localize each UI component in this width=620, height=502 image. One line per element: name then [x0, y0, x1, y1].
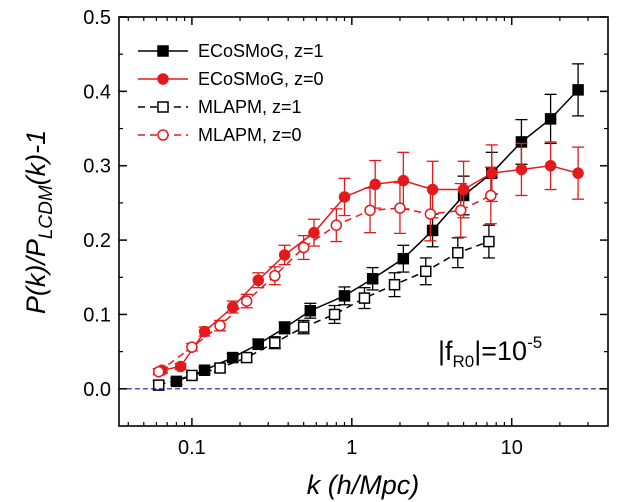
y-axis-label-tail: (k)-1 — [21, 130, 51, 186]
data-point — [338, 290, 351, 302]
data-point — [394, 202, 406, 214]
data-point — [420, 265, 432, 278]
series-2 — [152, 224, 495, 391]
fr0-annotation-value: |=10 — [474, 336, 527, 366]
data-point — [328, 308, 341, 321]
legend-marker — [157, 73, 169, 85]
y-tick-label: 0.1 — [83, 304, 111, 326]
data-point — [269, 336, 281, 349]
data-point — [252, 274, 265, 286]
y-tick-label: 0.3 — [83, 156, 111, 178]
data-point — [544, 159, 557, 172]
data-point — [278, 322, 291, 334]
y-tick-label: 0.5 — [83, 7, 111, 29]
data-point — [457, 183, 470, 196]
legend-label: MLAPM, z=0 — [198, 125, 302, 145]
legend-entry-0: ECoSMoG, z=1 — [138, 41, 324, 61]
x-tick-label: 1 — [346, 437, 357, 459]
data-point — [515, 163, 528, 176]
data-point — [397, 252, 410, 265]
legend-entry-1: ECoSMoG, z=0 — [138, 69, 324, 89]
series-line — [161, 164, 579, 371]
series-line — [158, 194, 492, 373]
data-point — [152, 365, 165, 378]
data-point — [252, 338, 265, 350]
data-point — [366, 273, 379, 285]
legend-marker — [157, 45, 169, 57]
x-tick-label: 10 — [501, 437, 523, 459]
data-point — [424, 208, 437, 220]
legend-marker — [157, 101, 169, 113]
data-point — [240, 295, 253, 307]
data-point — [544, 113, 557, 125]
fr0-annotation-base: |f — [438, 336, 453, 366]
data-point — [308, 226, 320, 239]
data-point — [485, 189, 497, 202]
fr0-annotation-exponent: -5 — [527, 333, 542, 352]
data-point — [174, 360, 187, 373]
data-point — [297, 321, 310, 333]
series-line — [158, 240, 490, 386]
data-point — [364, 204, 376, 217]
fr0-annotation: |fR0|=10-5 — [438, 333, 542, 371]
y-axis-label: P(k)/PLCDM(k)-1 — [21, 130, 57, 314]
fr0-annotation-subscript: R0 — [453, 352, 475, 371]
data-point — [572, 84, 584, 96]
series-3 — [152, 166, 497, 378]
data-point — [426, 224, 439, 237]
legend: ECoSMoG, z=1 ECoSMoG, z=0 MLAPM, z=1 MLAPM,… — [138, 41, 324, 145]
legend-label: MLAPM, z=1 — [198, 97, 302, 117]
legend-entry-2: MLAPM, z=1 — [138, 97, 302, 117]
data-point — [455, 204, 467, 217]
data-point — [186, 369, 198, 382]
plot-frame — [118, 16, 609, 427]
data-point — [226, 301, 239, 313]
data-point — [369, 178, 381, 191]
data-point — [572, 167, 584, 179]
data-point — [338, 191, 351, 203]
data-point — [452, 246, 464, 259]
data-point — [186, 341, 198, 353]
data-point — [297, 241, 310, 254]
data-point — [152, 379, 165, 391]
data-point — [214, 362, 226, 374]
y-tick-label: 0.2 — [83, 230, 111, 252]
legend-marker — [157, 129, 169, 141]
y-tick-label: 0.4 — [83, 81, 111, 103]
data-point — [278, 249, 291, 261]
x-tick-label: 0.1 — [178, 437, 206, 459]
data-point — [304, 304, 317, 317]
data-point — [240, 351, 253, 364]
data-point — [269, 270, 281, 282]
y-axis-label-subscript: LCDM — [36, 185, 57, 239]
legend-label: ECoSMoG, z=0 — [198, 69, 324, 89]
data-point — [330, 219, 343, 231]
data-point — [198, 364, 211, 376]
data-point — [198, 325, 211, 338]
data-point — [483, 235, 495, 248]
data-point — [358, 292, 371, 304]
data-point — [214, 319, 226, 332]
data-point — [426, 183, 439, 196]
data-point — [388, 278, 401, 291]
axes-layer: 0.0 0.1 0.2 0.3 0.4 0.5 0.1 1 10 — [83, 7, 608, 459]
y-tick-label: 0.0 — [83, 379, 111, 401]
y-axis-label-main: P(k)/P — [21, 239, 51, 314]
legend-entry-3: MLAPM, z=0 — [138, 125, 302, 145]
data-point — [485, 167, 498, 179]
x-axis-label: k (h/Mpc) — [307, 470, 420, 500]
series-layer — [152, 63, 585, 391]
data-point — [226, 351, 239, 364]
legend-label: ECoSMoG, z=1 — [198, 41, 324, 61]
